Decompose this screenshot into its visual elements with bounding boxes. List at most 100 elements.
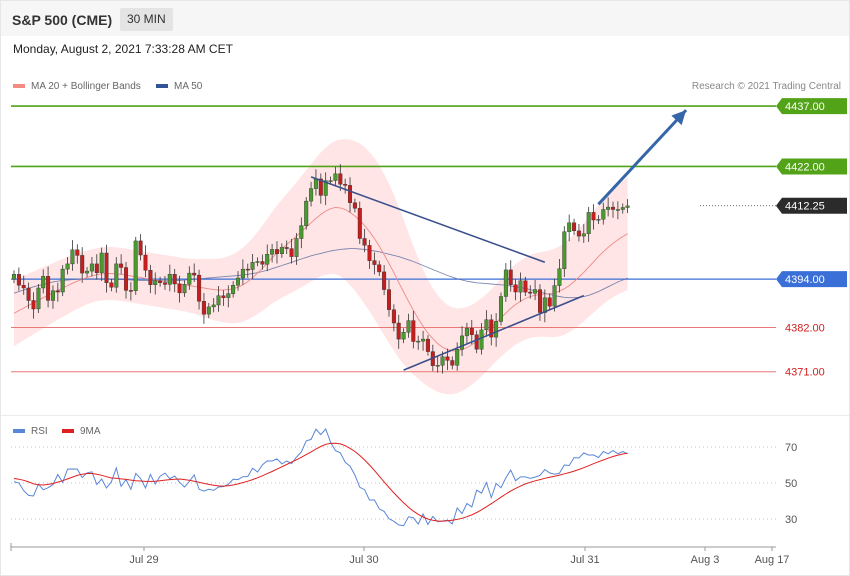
rsi-tick-label: 70 <box>785 442 797 454</box>
candle-down <box>128 290 133 292</box>
candle-up <box>581 233 586 237</box>
candle-up <box>294 238 299 257</box>
candle-down <box>508 269 513 285</box>
candle-down <box>377 264 382 273</box>
candle-down <box>469 328 474 335</box>
legend-ma50: MA 50 <box>156 81 202 92</box>
candle-down <box>611 206 616 210</box>
candle-down <box>576 230 581 237</box>
candle-down <box>352 202 357 209</box>
candle-up <box>440 356 445 366</box>
candle-down <box>528 291 533 294</box>
candle-down <box>572 222 577 232</box>
price-label-box-current <box>776 197 847 214</box>
candle-up <box>464 328 469 337</box>
candle-up <box>304 200 309 226</box>
legend-rsi: RSI <box>13 426 48 437</box>
candle-up <box>601 209 606 220</box>
candle-down <box>474 334 479 350</box>
candle-down <box>138 240 143 256</box>
candle-up <box>99 252 104 273</box>
candle-down <box>197 274 202 302</box>
legend-9ma-swatch <box>62 429 74 434</box>
legend-9ma: 9MA <box>62 426 101 437</box>
candle-up <box>518 280 523 293</box>
candle-down <box>387 289 392 310</box>
candle-up <box>494 321 499 338</box>
candle-up <box>206 306 211 315</box>
candle-down <box>513 284 518 293</box>
rsi-ma-line <box>13 442 628 522</box>
candle-down <box>425 338 430 352</box>
candle-down <box>489 319 494 338</box>
x-tick-label: Aug 3 <box>691 554 720 566</box>
candle-up <box>533 289 538 294</box>
candle-down <box>177 283 182 294</box>
candle-down <box>523 280 528 293</box>
candle-down <box>16 274 21 286</box>
candle-up <box>567 222 572 232</box>
candle-up <box>484 319 489 331</box>
candle-up <box>596 218 601 221</box>
price-label-box-target <box>776 158 847 175</box>
candle-down <box>46 276 51 301</box>
candle-down <box>260 261 265 265</box>
instrument-title: S&P 500 (CME) <box>12 12 113 28</box>
candle-down <box>591 212 596 221</box>
candle-up <box>153 280 158 285</box>
candle-up <box>406 320 411 333</box>
candle-down <box>367 245 372 261</box>
price-label-box-target <box>776 98 847 115</box>
candle-down <box>343 183 348 186</box>
chart-header: S&P 500 (CME) 30 MIN <box>1 1 849 36</box>
candle-down <box>357 208 362 239</box>
candle-down <box>284 247 289 249</box>
legend-ma20-swatch <box>13 84 25 89</box>
candle-up <box>250 262 255 270</box>
candle-up <box>235 277 240 286</box>
candle-down <box>104 252 109 283</box>
timestamp: Monday, August 2, 2021 7:33:28 AM CET <box>13 42 233 56</box>
candle-down <box>382 271 387 290</box>
price-label-current: 4412.25 <box>785 201 825 213</box>
research-credit: Research © 2021 Trading Central <box>691 81 841 92</box>
candle-up <box>416 340 421 343</box>
legend-rsi-swatch <box>13 429 25 434</box>
candle-up <box>562 231 567 269</box>
candle-up <box>615 209 620 211</box>
candle-down <box>450 360 455 366</box>
rsi-tick-label: 30 <box>785 514 797 526</box>
rsi-line <box>13 428 628 527</box>
candle-up <box>41 276 46 289</box>
price-label-pivot: 4394.00 <box>785 274 825 286</box>
candle-up <box>606 206 611 210</box>
x-tick-label: Aug 17 <box>755 554 790 566</box>
candle-down <box>221 295 226 298</box>
candle-up <box>11 274 16 280</box>
projection-arrow-head <box>671 110 687 126</box>
candle-up <box>499 296 504 322</box>
timeframe-badge[interactable]: 30 MIN <box>120 8 173 31</box>
candle-up <box>270 249 275 255</box>
candle-down <box>411 320 416 342</box>
x-tick-label: Jul 30 <box>349 554 378 566</box>
price-label-support: 4371.00 <box>785 367 825 379</box>
candle-down <box>372 260 377 265</box>
candle-up <box>211 304 216 308</box>
candle-down <box>275 249 280 254</box>
candle-down <box>391 309 396 324</box>
candle-up <box>479 329 484 350</box>
candle-down <box>148 270 153 285</box>
candle-up <box>309 188 314 202</box>
candle-down <box>75 249 80 256</box>
trendline-resistance <box>310 176 546 264</box>
legend-ma20: MA 20 + Bollinger Bands <box>13 81 141 92</box>
candle-down <box>162 282 167 285</box>
candle-up <box>65 263 70 270</box>
candle-down <box>109 282 114 288</box>
legend-9ma-label: 9MA <box>80 426 101 437</box>
candle-down <box>123 267 128 291</box>
candle-down <box>245 268 250 271</box>
candle-up <box>299 225 304 239</box>
